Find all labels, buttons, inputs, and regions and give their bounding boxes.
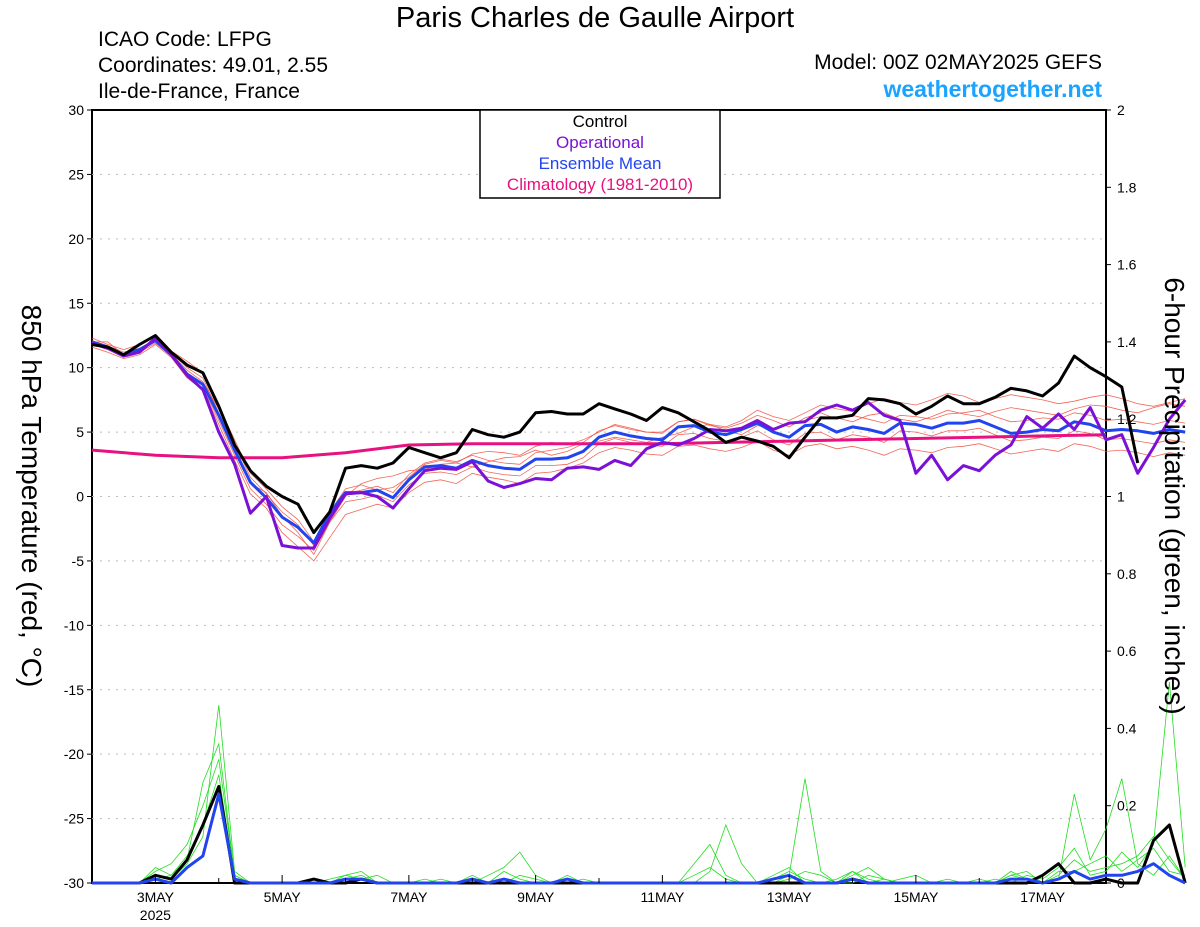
legend-entry: Climatology (1981-2010) bbox=[507, 175, 693, 194]
legend-entry: Operational bbox=[556, 133, 644, 152]
x-tick-label: 3MAY bbox=[137, 889, 175, 905]
precip-member-line bbox=[92, 742, 1186, 884]
model-info: Model: 00Z 02MAY2025 GEFS weathertogethe… bbox=[814, 50, 1102, 102]
chart-title: Paris Charles de Gaulle Airport bbox=[395, 2, 795, 34]
x-tick-label: 9MAY bbox=[517, 889, 555, 905]
precip-member-line bbox=[92, 681, 1186, 884]
x-tick-label: 15MAY bbox=[893, 889, 939, 905]
series-ensemble-mean bbox=[91, 339, 1186, 545]
legend-entry: Control bbox=[573, 112, 628, 131]
icao-code: ICAO Code: LFPG bbox=[98, 28, 272, 51]
y-tick-label: -30 bbox=[64, 875, 84, 891]
y-tick-label: -15 bbox=[64, 682, 84, 698]
y-tick-label: 30 bbox=[68, 102, 84, 118]
coordinates: Coordinates: 49.01, 2.55 bbox=[98, 54, 328, 77]
y-tick-label: -25 bbox=[64, 811, 84, 827]
member-line bbox=[91, 342, 1186, 552]
grid bbox=[92, 173, 1106, 820]
y-tick-label: 25 bbox=[68, 166, 84, 182]
y2-tick-label: 0 bbox=[1117, 875, 1125, 891]
member-line bbox=[92, 338, 1186, 556]
y-tick-label: 10 bbox=[68, 360, 84, 376]
y2-tick-label: 1.8 bbox=[1117, 179, 1137, 195]
precip-member-line bbox=[92, 759, 1186, 884]
series-control bbox=[91, 334, 1140, 535]
y2-tick-label: 0.6 bbox=[1117, 643, 1137, 659]
series-climatology-1981-2010 bbox=[91, 433, 1107, 460]
member-line bbox=[91, 336, 1186, 543]
y-tick-label: -5 bbox=[72, 553, 85, 569]
y2-tick-label: 2 bbox=[1117, 102, 1125, 118]
y2-tick-label: 0.2 bbox=[1117, 798, 1137, 814]
legend-box bbox=[479, 109, 721, 199]
main-series bbox=[91, 334, 1187, 885]
y2-tick-label: 0.4 bbox=[1117, 720, 1137, 736]
series-control-precipitation bbox=[92, 784, 1187, 885]
ensemble-members bbox=[91, 336, 1186, 562]
y2-tick-label: 1.4 bbox=[1117, 334, 1137, 350]
year-label: 2025 bbox=[140, 907, 171, 923]
x-tick-label: 11MAY bbox=[640, 889, 684, 905]
y-tick-label: 20 bbox=[68, 231, 84, 247]
x-tick-label: 5MAY bbox=[264, 889, 302, 905]
x-tick-label: 13MAY bbox=[767, 889, 813, 905]
y-axis-title: 850 hPa Temperature (red, °C) bbox=[16, 305, 47, 688]
site-name[interactable]: weathertogether.net bbox=[883, 76, 1102, 102]
series-operational bbox=[91, 336, 1187, 550]
y-tick-label: 0 bbox=[76, 489, 84, 505]
region: Ile-de-France, France bbox=[98, 80, 300, 103]
y2-tick-label: 0.8 bbox=[1117, 566, 1137, 582]
y2-tick-label: 1 bbox=[1117, 489, 1125, 505]
y2-tick-label: 1.6 bbox=[1117, 257, 1137, 273]
y-tick-label: 15 bbox=[68, 295, 84, 311]
legend-entry: Ensemble Mean bbox=[539, 154, 662, 173]
precipitation-members bbox=[92, 681, 1186, 884]
station-info: ICAO Code: LFPG Coordinates: 49.01, 2.55… bbox=[98, 27, 328, 105]
model-run: Model: 00Z 02MAY2025 GEFS bbox=[814, 51, 1102, 74]
x-tick-label: 17MAY bbox=[1020, 889, 1066, 905]
precip-member-line bbox=[92, 774, 1186, 884]
member-line bbox=[91, 340, 1186, 547]
y-tick-label: 5 bbox=[76, 424, 84, 440]
y-tick-label: -20 bbox=[64, 746, 84, 762]
member-line bbox=[91, 344, 1186, 562]
y2-axis-title: 6-hour Precipitation (green, inches) bbox=[1159, 277, 1190, 714]
series-ensemble-mean-precipitation bbox=[92, 792, 1186, 885]
y-tick-label: -10 bbox=[64, 617, 84, 633]
x-tick-label: 7MAY bbox=[390, 889, 428, 905]
legend: Control Operational Ensemble Mean Climatolo… bbox=[479, 109, 721, 199]
axis-ticks: 302520151050-5-10-15-20-25-3021.81.61.41… bbox=[64, 102, 1137, 923]
y2-tick-label: 1.2 bbox=[1117, 411, 1137, 427]
